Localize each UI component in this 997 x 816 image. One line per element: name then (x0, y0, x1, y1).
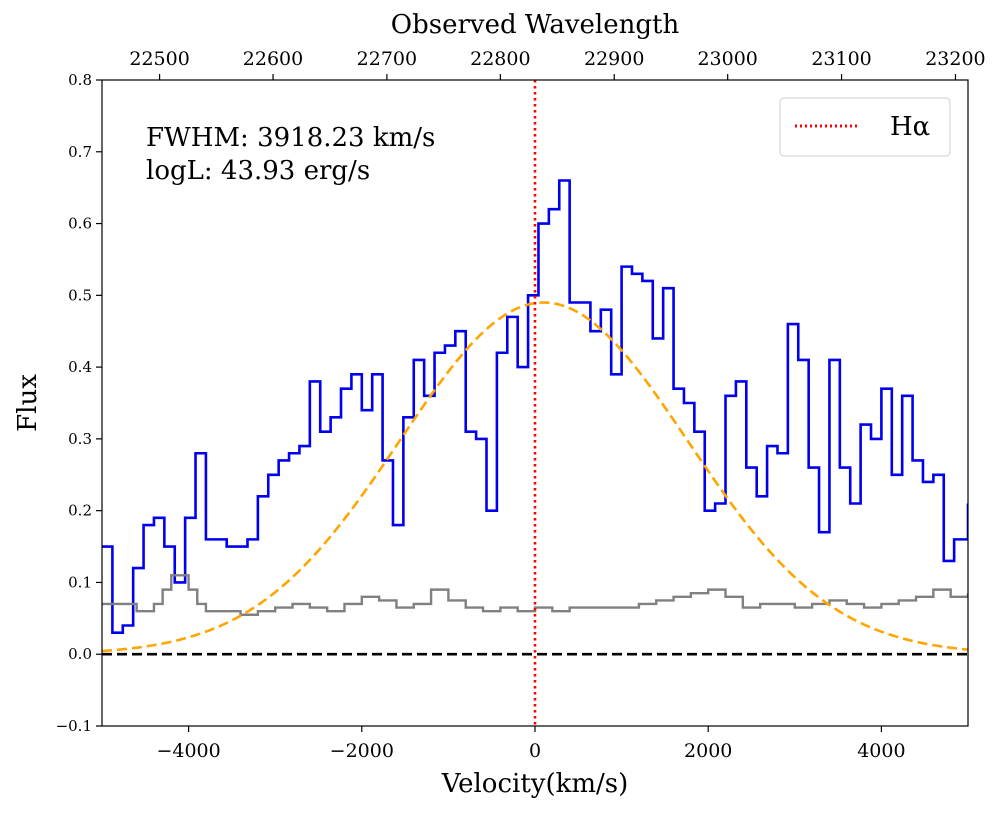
y-tick-label: 0.7 (68, 143, 92, 161)
series-flux (102, 179, 968, 634)
logl-annotation: logL: 43.93 erg/s (146, 156, 370, 186)
series-layer (102, 179, 968, 653)
y-axis-title: Flux (13, 374, 43, 432)
y-tick-label: 0.3 (68, 430, 92, 448)
y-tick-label: 0.6 (68, 215, 92, 233)
top-tick-label: 22900 (584, 48, 644, 70)
x-tick-label: −4000 (156, 740, 220, 762)
x-axis-title: Velocity(km/s) (441, 769, 629, 799)
legend-ha-label: Hα (890, 112, 930, 142)
top-tick-label: 22600 (243, 48, 303, 70)
top-tick-label: 22800 (470, 48, 530, 70)
legend-box (779, 97, 951, 157)
reference-lines-layer (102, 80, 968, 726)
top-tick-label: 23100 (811, 48, 871, 70)
y-tick-label: 0.2 (68, 502, 92, 520)
x-tick-label: −2000 (330, 740, 394, 762)
fwhm-annotation: FWHM: 3918.23 km/s (146, 123, 435, 153)
y-tick-label: 0.4 (68, 358, 92, 376)
top-tick-label: 22500 (129, 48, 189, 70)
x-tick-label: 4000 (857, 740, 905, 762)
top-tick-label: 23000 (697, 48, 757, 70)
y-tick-label: 0.0 (68, 645, 92, 663)
x-tick-label: 0 (529, 740, 541, 762)
legend: Hα (779, 97, 951, 157)
x-tick-label: 2000 (684, 740, 732, 762)
series-error (102, 574, 968, 616)
ticks-layer: −4000 −2000 0 2000 4000 −0.1 0.0 0.1 0.2 0.3 0.4 0.… (56, 48, 986, 762)
top-tick-label: 22700 (357, 48, 417, 70)
y-tick-label: −0.1 (56, 717, 92, 735)
top-tick-label: 23200 (925, 48, 985, 70)
series-gaussian_fit (102, 301, 968, 653)
y-tick-label: 0.5 (68, 286, 92, 304)
top-axis-title: Observed Wavelength (391, 10, 680, 40)
y-tick-label: 0.1 (68, 573, 92, 591)
y-tick-label: 0.8 (68, 71, 92, 89)
